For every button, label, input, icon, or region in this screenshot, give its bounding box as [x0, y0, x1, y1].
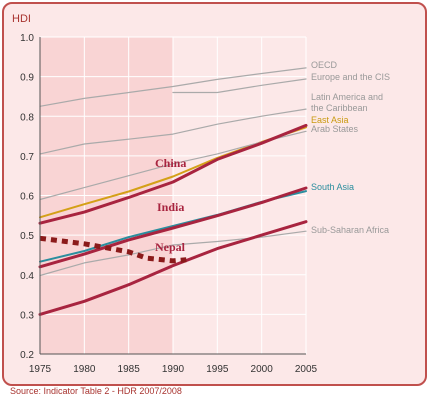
series-label-7: Sub-Saharan Africa — [311, 225, 389, 235]
series-line-latin-america-and-the-caribbean — [39, 108, 307, 155]
series-label-5: Arab States — [311, 124, 359, 134]
source-note: Source: Indicator Table 2 - HDR 2007/200… — [10, 386, 182, 396]
chart-title: HDI — [12, 13, 31, 25]
x-tick-label-1: 1980 — [73, 364, 96, 375]
y-tick-label-4: 0.6 — [20, 192, 34, 203]
annotation-china: China — [155, 156, 186, 170]
x-tick-label-5: 2000 — [251, 364, 274, 375]
y-tick-label-1: 0.3 — [20, 310, 34, 321]
series-line-oecd — [39, 67, 307, 107]
x-tick-label-3: 1990 — [162, 364, 185, 375]
tick-labels: 0.2 0.3 0.4 0.5 0.6 0.7 0.8 0.9 1.0 1975 1980 1985 1… — [20, 33, 317, 375]
annotation-india: India — [157, 200, 184, 214]
y-tick-label-3: 0.5 — [20, 231, 34, 242]
y-tick-label-6: 0.8 — [20, 112, 34, 123]
x-tick-label-0: 1975 — [29, 364, 52, 375]
series-labels: OECD Europe and the CIS Latin America andt… — [311, 60, 390, 235]
x-tick-label-2: 1985 — [118, 364, 141, 375]
y-tick-label-5: 0.7 — [20, 152, 34, 163]
series-label-2: Latin America and — [311, 92, 383, 102]
series-label-6: South Asia — [311, 182, 354, 192]
series-label-4: East Asia — [311, 115, 349, 125]
x-tick-label-4: 1995 — [206, 364, 229, 375]
series-lines — [38, 67, 308, 316]
series-line-dashed-10 — [39, 235, 187, 264]
series-line-sub-saharan-africa — [39, 230, 307, 277]
series-label-1: Europe and the CIS — [311, 72, 390, 82]
annotation-nepal: Nepal — [155, 240, 186, 254]
y-tick-label-2: 0.4 — [20, 271, 34, 282]
x-tick-label-6: 2005 — [295, 364, 318, 375]
series-line-nepal — [38, 220, 308, 316]
country-annotations: China India Nepal — [155, 156, 186, 254]
series-line-europe-and-the-cis — [172, 78, 307, 94]
series-label-3: the Caribbean — [311, 103, 368, 113]
y-tick-label-7: 0.9 — [20, 73, 34, 84]
series-line-india — [38, 186, 308, 269]
series-line-china — [38, 123, 308, 225]
y-tick-label-8: 1.0 — [20, 33, 34, 44]
series-label-0: OECD — [311, 60, 338, 70]
y-tick-label-0: 0.2 — [20, 350, 34, 361]
